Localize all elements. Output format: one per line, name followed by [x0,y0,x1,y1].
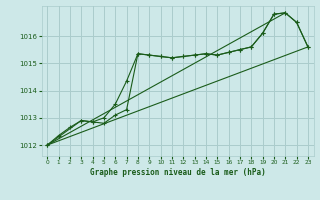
X-axis label: Graphe pression niveau de la mer (hPa): Graphe pression niveau de la mer (hPa) [90,168,266,177]
